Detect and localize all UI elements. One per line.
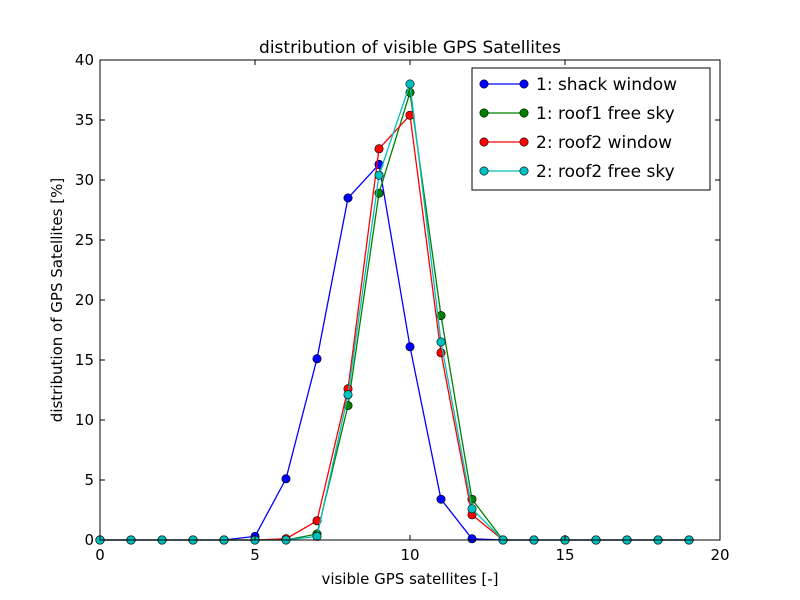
chart-title: distribution of visible GPS Satellites	[259, 38, 561, 58]
legend-marker	[519, 166, 529, 176]
y-tick-label: 25	[75, 231, 94, 249]
data-point	[374, 170, 384, 180]
legend-entry: 1: roof1 free sky	[479, 104, 675, 124]
data-point	[436, 337, 446, 347]
x-tick-label: 5	[250, 546, 260, 564]
legend-marker	[479, 108, 489, 118]
legend-marker	[479, 166, 489, 176]
data-point	[343, 390, 353, 400]
legend: 1: shack window 1: roof1 free sky 2: roof2…	[471, 67, 711, 191]
y-tick-label: 30	[75, 171, 94, 189]
data-point	[312, 354, 322, 364]
data-point	[467, 504, 477, 514]
data-point	[467, 534, 477, 544]
y-tick-label: 15	[75, 351, 94, 369]
tick-layer: 0 5 10 15 20 0 5 10 15 20 25 30 35 40	[75, 51, 730, 564]
y-tick-label: 40	[75, 51, 94, 69]
legend-label: 2: roof2 free sky	[536, 162, 675, 182]
series-1	[95, 159, 694, 545]
legend-label: 1: roof1 free sky	[536, 104, 675, 124]
data-point	[281, 474, 291, 484]
x-tick-label: 20	[710, 546, 729, 564]
x-tick-label: 15	[555, 546, 574, 564]
data-point	[312, 516, 322, 526]
data-point	[343, 193, 353, 203]
y-tick-label: 35	[75, 111, 94, 129]
y-tick-label: 5	[84, 471, 94, 489]
legend-entry: 2: roof2 window	[479, 133, 672, 153]
series-line	[100, 162, 689, 541]
legend-marker	[519, 79, 529, 89]
data-point	[436, 494, 446, 504]
data-point	[405, 342, 415, 352]
legend-entry: 1: shack window	[479, 75, 677, 95]
legend-box	[471, 67, 711, 191]
data-point	[374, 144, 384, 154]
legend-label: 1: shack window	[536, 75, 677, 95]
y-tick-label: 10	[75, 411, 94, 429]
legend-marker	[519, 137, 529, 147]
y-axis-label: distribution of GPS Satellites [%]	[48, 178, 66, 422]
data-point	[312, 531, 322, 541]
legend-marker	[479, 79, 489, 89]
data-point	[405, 79, 415, 89]
x-tick-label: 0	[95, 546, 105, 564]
legend-marker	[519, 108, 529, 118]
legend-entry: 2: roof2 free sky	[479, 162, 675, 182]
legend-label: 2: roof2 window	[536, 133, 672, 153]
y-tick-label: 20	[75, 291, 94, 309]
legend-marker	[479, 137, 489, 147]
x-axis-label: visible GPS satellites [-]	[321, 570, 498, 588]
x-tick-label: 10	[400, 546, 419, 564]
y-tick-label: 0	[84, 531, 94, 549]
